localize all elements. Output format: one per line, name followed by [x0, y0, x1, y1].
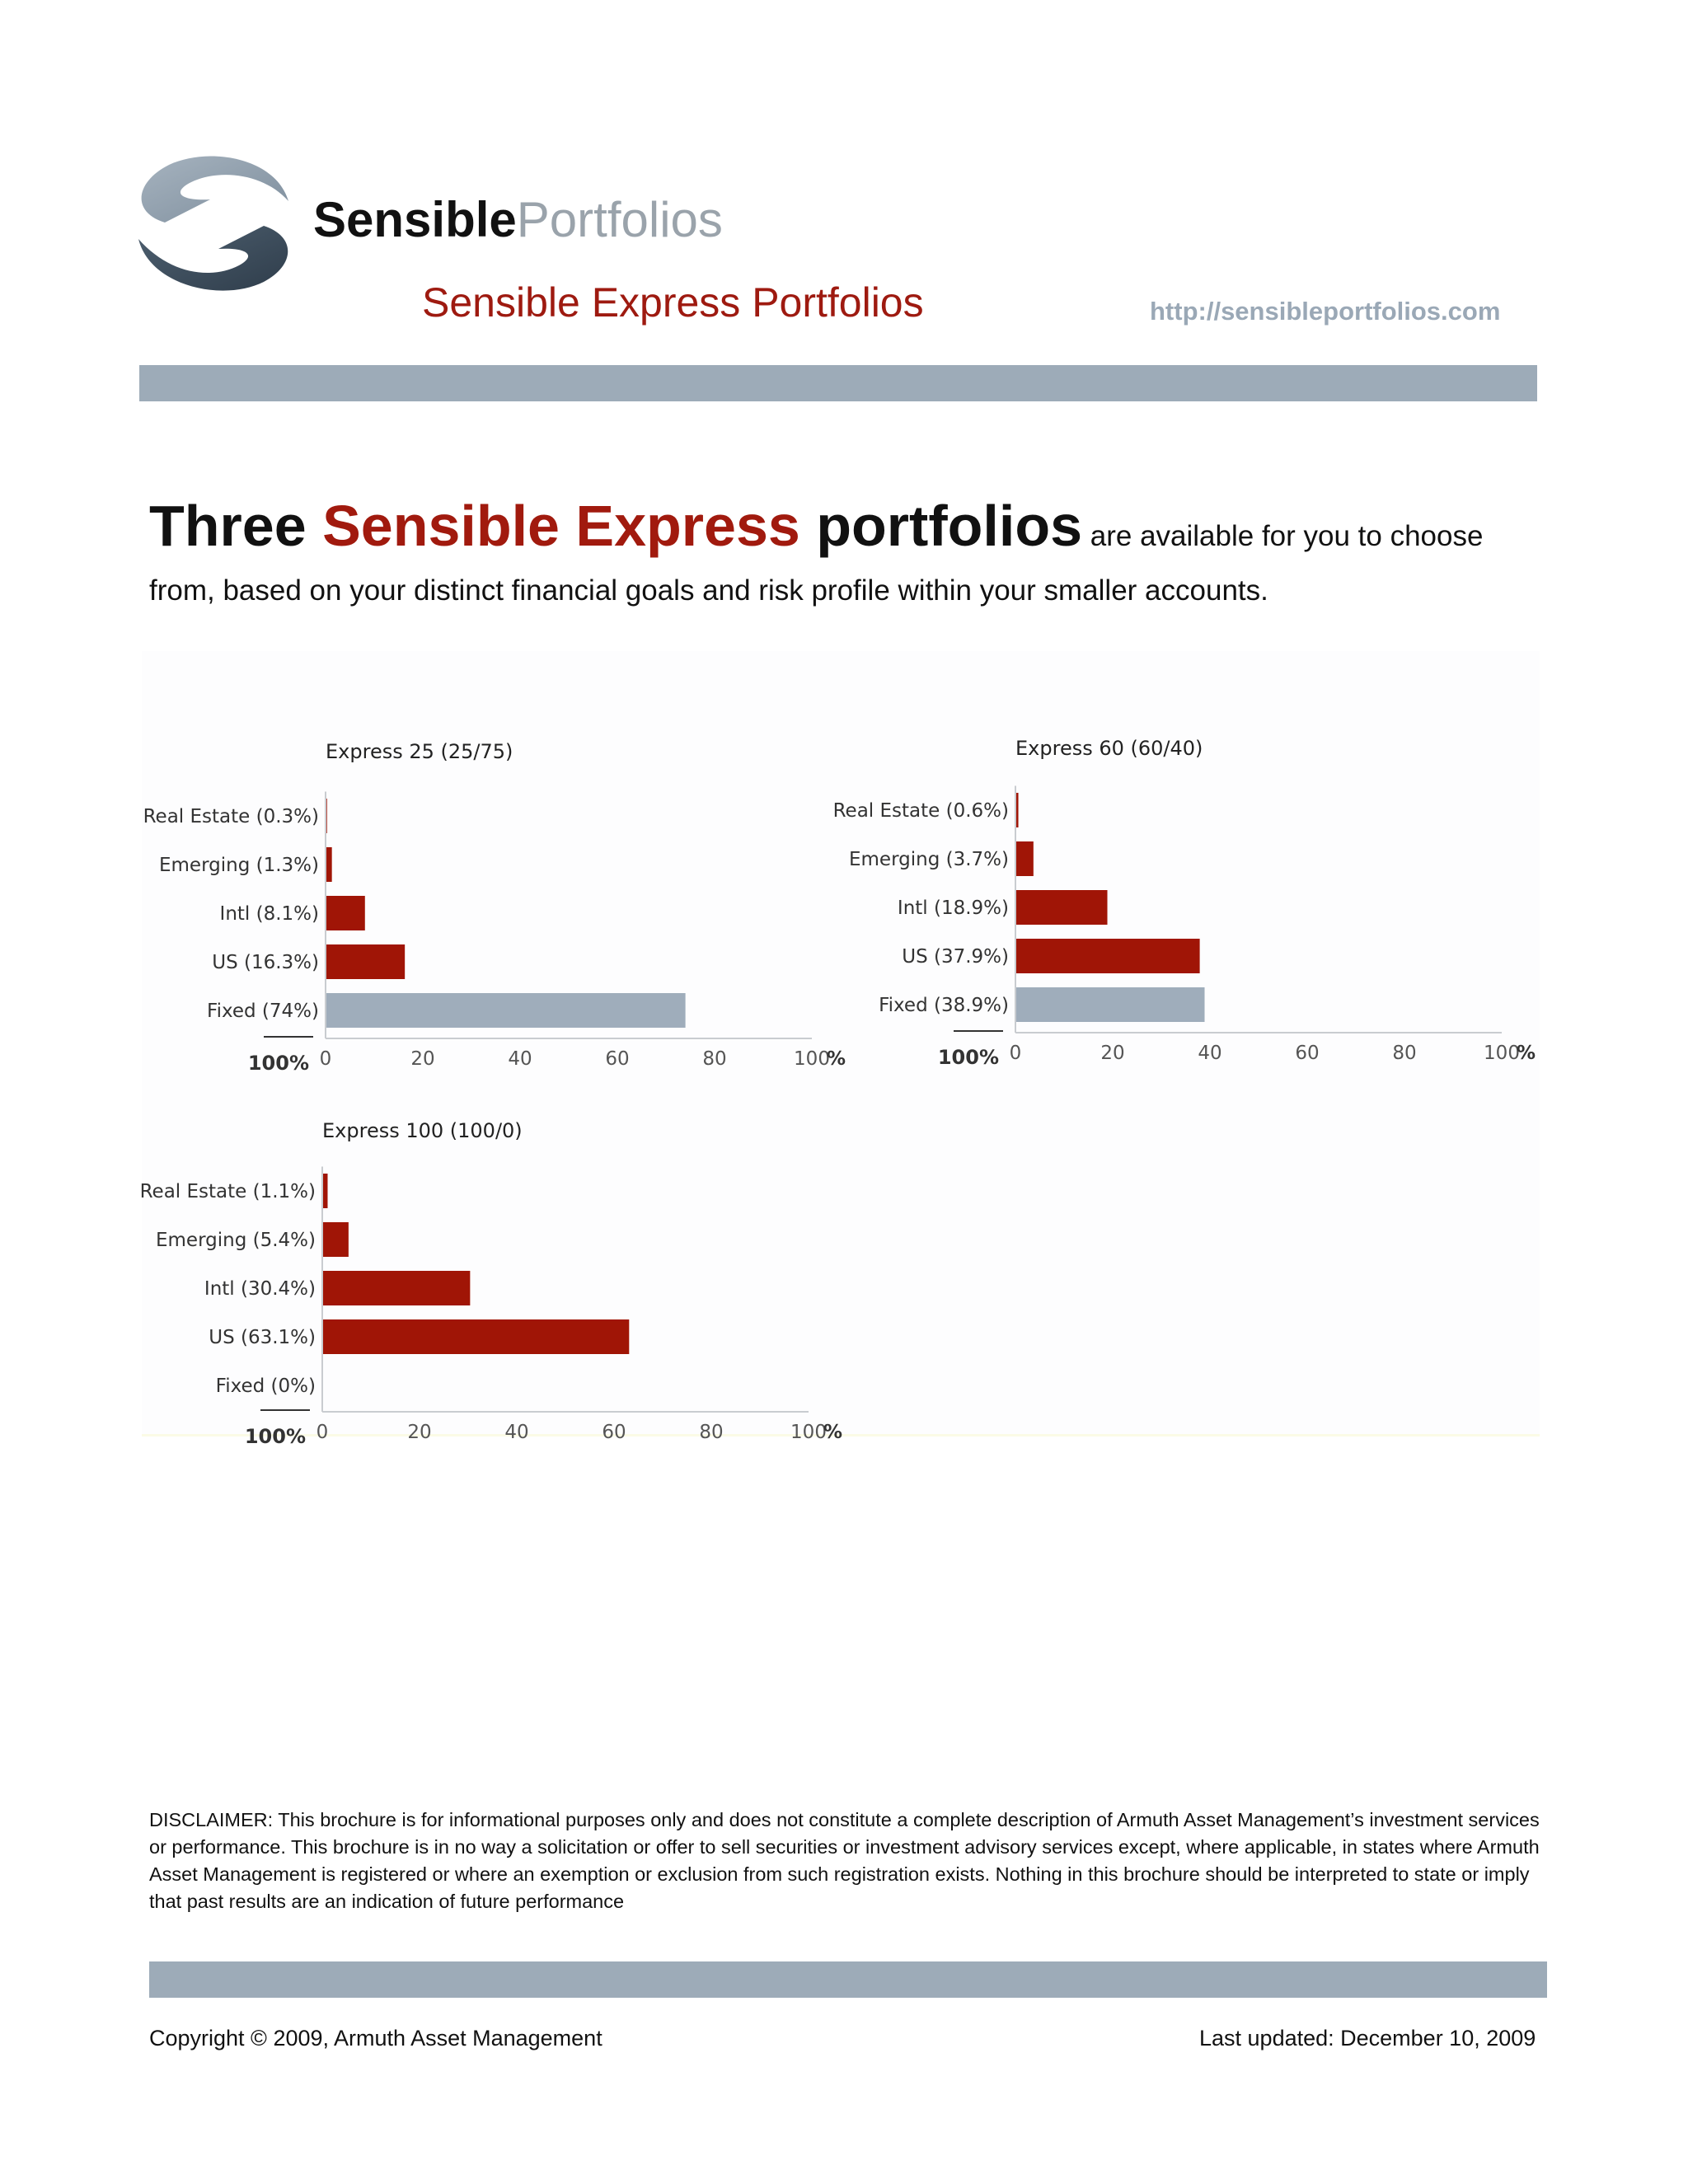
chart-express-25: Express 25 (25/75) Real Estate (0.3%) Emer…: [143, 740, 846, 1075]
category-label: Fixed (74%): [207, 1001, 319, 1022]
bar: [326, 993, 686, 1028]
unit-label: %: [827, 1048, 846, 1070]
chart-express-60: Express 60 (60/40) Real Estate (0.6%) Emer…: [833, 737, 1536, 1069]
category-label: Emerging (3.7%): [849, 849, 1009, 870]
x-tick-label: 60: [602, 1422, 626, 1443]
category-label: Emerging (1.3%): [159, 855, 319, 876]
intro-sensible-express: Sensible Express: [322, 494, 800, 558]
bar: [1015, 939, 1200, 973]
x-tick-label: 80: [1392, 1043, 1416, 1064]
category-label: Real Estate (0.3%): [143, 806, 319, 827]
category-label: US (63.1%): [209, 1327, 316, 1348]
bar: [1015, 841, 1034, 876]
bar: [326, 847, 332, 882]
x-tick-label: 0: [320, 1048, 332, 1070]
sensible-portfolios-logo-icon: [138, 156, 288, 291]
x-tick-label: 80: [702, 1048, 726, 1070]
x-tick-label: 40: [508, 1048, 532, 1070]
copyright-text: Copyright © 2009, Armuth Asset Managemen…: [149, 2026, 603, 2050]
bar: [326, 896, 365, 930]
bar: [322, 1319, 630, 1354]
total-label: 100%: [938, 1046, 999, 1069]
bar: [326, 944, 406, 979]
x-tick-label: 60: [605, 1048, 629, 1070]
bar: [322, 1271, 471, 1305]
header-divider-bar: [139, 365, 1537, 401]
bar: [322, 1222, 349, 1257]
brand-wordmark: SensiblePortfolios: [313, 191, 723, 248]
category-label: US (16.3%): [212, 952, 319, 973]
x-tick-label: 100: [790, 1422, 827, 1443]
chart-title: Express 60 (60/40): [1015, 737, 1203, 760]
disclaimer-text: DISCLAIMER: This brochure is for informa…: [149, 1809, 1540, 1912]
intro-word-three: Three: [149, 494, 323, 558]
page-subtitle: Sensible Express Portfolios: [422, 279, 924, 326]
category-label: US (37.9%): [902, 946, 1009, 968]
category-label: Intl (18.9%): [898, 898, 1009, 919]
x-tick-label: 60: [1295, 1043, 1319, 1064]
category-label: Fixed (0%): [216, 1376, 316, 1397]
x-tick-label: 40: [1198, 1043, 1221, 1064]
bar: [1015, 890, 1108, 925]
category-label: Intl (8.1%): [220, 903, 319, 925]
x-tick-label: 20: [1100, 1043, 1124, 1064]
category-label: Real Estate (1.1%): [140, 1181, 316, 1202]
chart-title: Express 100 (100/0): [322, 1119, 523, 1142]
charts-panel: [142, 651, 1540, 1436]
x-tick-label: 20: [407, 1422, 431, 1443]
x-tick-label: 0: [316, 1422, 329, 1443]
chart-express-100: Express 100 (100/0) Real Estate (1.1%) Eme…: [140, 1119, 842, 1448]
intro-word-portfolios: portfolios: [799, 494, 1083, 558]
x-tick-label: 40: [504, 1422, 528, 1443]
unit-label: %: [823, 1422, 842, 1443]
unit-label: %: [1517, 1043, 1536, 1064]
x-tick-label: 0: [1010, 1043, 1022, 1064]
category-label: Intl (30.4%): [204, 1278, 316, 1300]
intro-paragraph: Three Sensible Express portfolios are av…: [149, 497, 1534, 618]
brand-light: Portfolios: [516, 192, 723, 247]
category-label: Fixed (38.9%): [879, 995, 1009, 1016]
x-tick-label: 100: [794, 1048, 830, 1070]
category-label: Emerging (5.4%): [156, 1230, 316, 1251]
site-url-link[interactable]: http://sensibleportfolios.com: [1150, 297, 1501, 326]
intro-rest: are available for you to choose from, ba…: [149, 520, 1484, 607]
category-label: Real Estate (0.6%): [833, 800, 1009, 822]
bar: [322, 1174, 328, 1208]
bar: [1015, 793, 1019, 827]
x-tick-label: 100: [1484, 1043, 1520, 1064]
bar: [1015, 987, 1205, 1022]
last-updated-text: Last updated: December 10, 2009: [1199, 2026, 1536, 2050]
x-tick-label: 20: [410, 1048, 434, 1070]
chart-title: Express 25 (25/75): [326, 740, 513, 763]
footer-divider-bar: [149, 1961, 1547, 1998]
total-label: 100%: [248, 1052, 309, 1075]
brand-strong: Sensible: [313, 192, 517, 247]
total-label: 100%: [245, 1425, 306, 1448]
x-tick-label: 80: [699, 1422, 723, 1443]
